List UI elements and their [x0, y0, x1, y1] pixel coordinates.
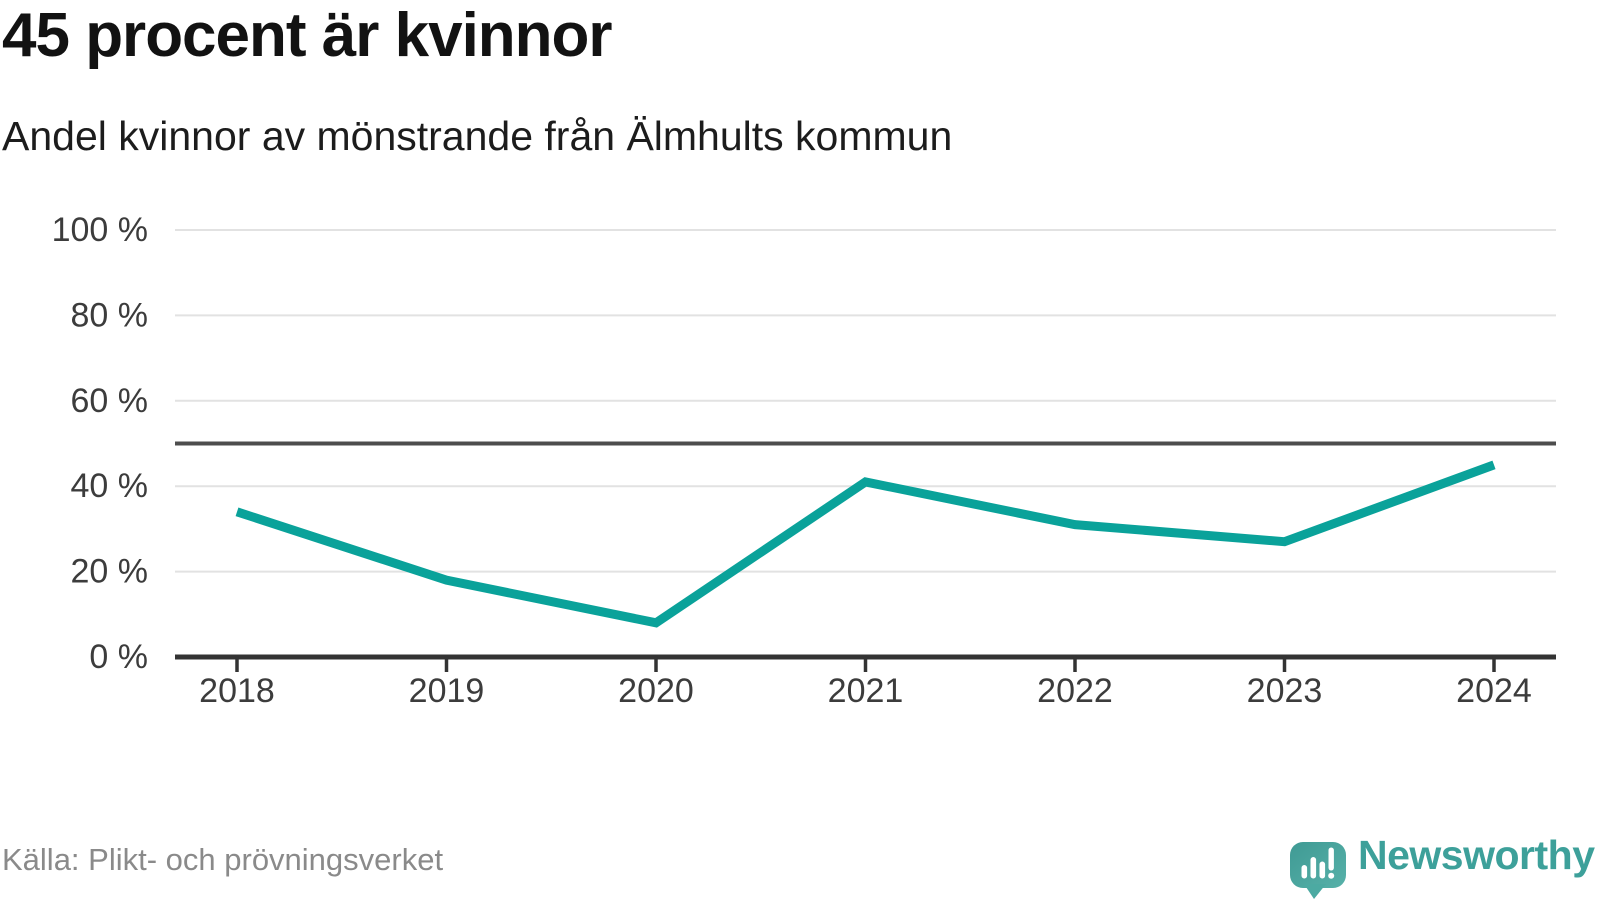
page-title: 45 procent är kvinnor	[2, 1, 613, 70]
logo-exclamation-dot	[1328, 872, 1335, 879]
logo-bubble	[1290, 842, 1346, 888]
x-tick-label: 2019	[409, 672, 485, 710]
line-chart-svg: 0 % 20 % 40 % 60 % 80 % 100 % 2018 2019 2020 2021…	[52, 211, 1556, 710]
y-tick-label: 80 %	[71, 296, 149, 334]
logo-bar-2	[1310, 857, 1317, 879]
logo-bubble-tail	[1304, 884, 1326, 899]
x-tick-label: 2018	[199, 672, 275, 710]
x-tick-label: 2024	[1456, 672, 1532, 710]
x-tick-label: 2023	[1247, 672, 1323, 710]
newsworthy-logo-icon	[1290, 842, 1346, 899]
source-note: Källa: Plikt- och prövningsverket	[2, 842, 444, 877]
logo-bar-1	[1301, 865, 1308, 879]
y-tick-label: 60 %	[71, 382, 149, 420]
data-line	[235, 460, 1496, 628]
brand-name: Newsworthy	[1358, 832, 1595, 878]
line-chart: 0 % 20 % 40 % 60 % 80 % 100 % 2018 2019 2020 2021…	[0, 190, 1600, 720]
x-tick-label: 2021	[828, 672, 904, 710]
logo-bar-3	[1319, 861, 1326, 879]
x-tick-label: 2020	[618, 672, 694, 710]
x-tick-label: 2022	[1037, 672, 1113, 710]
y-tick-label: 40 %	[71, 467, 149, 505]
y-tick-label: 20 %	[71, 553, 149, 591]
y-tick-label: 100 %	[52, 211, 148, 249]
y-tick-label: 0 %	[89, 638, 148, 676]
chart-subtitle: Andel kvinnor av mönstrande från Älmhult…	[2, 113, 953, 159]
logo-exclamation-bar	[1328, 847, 1334, 871]
